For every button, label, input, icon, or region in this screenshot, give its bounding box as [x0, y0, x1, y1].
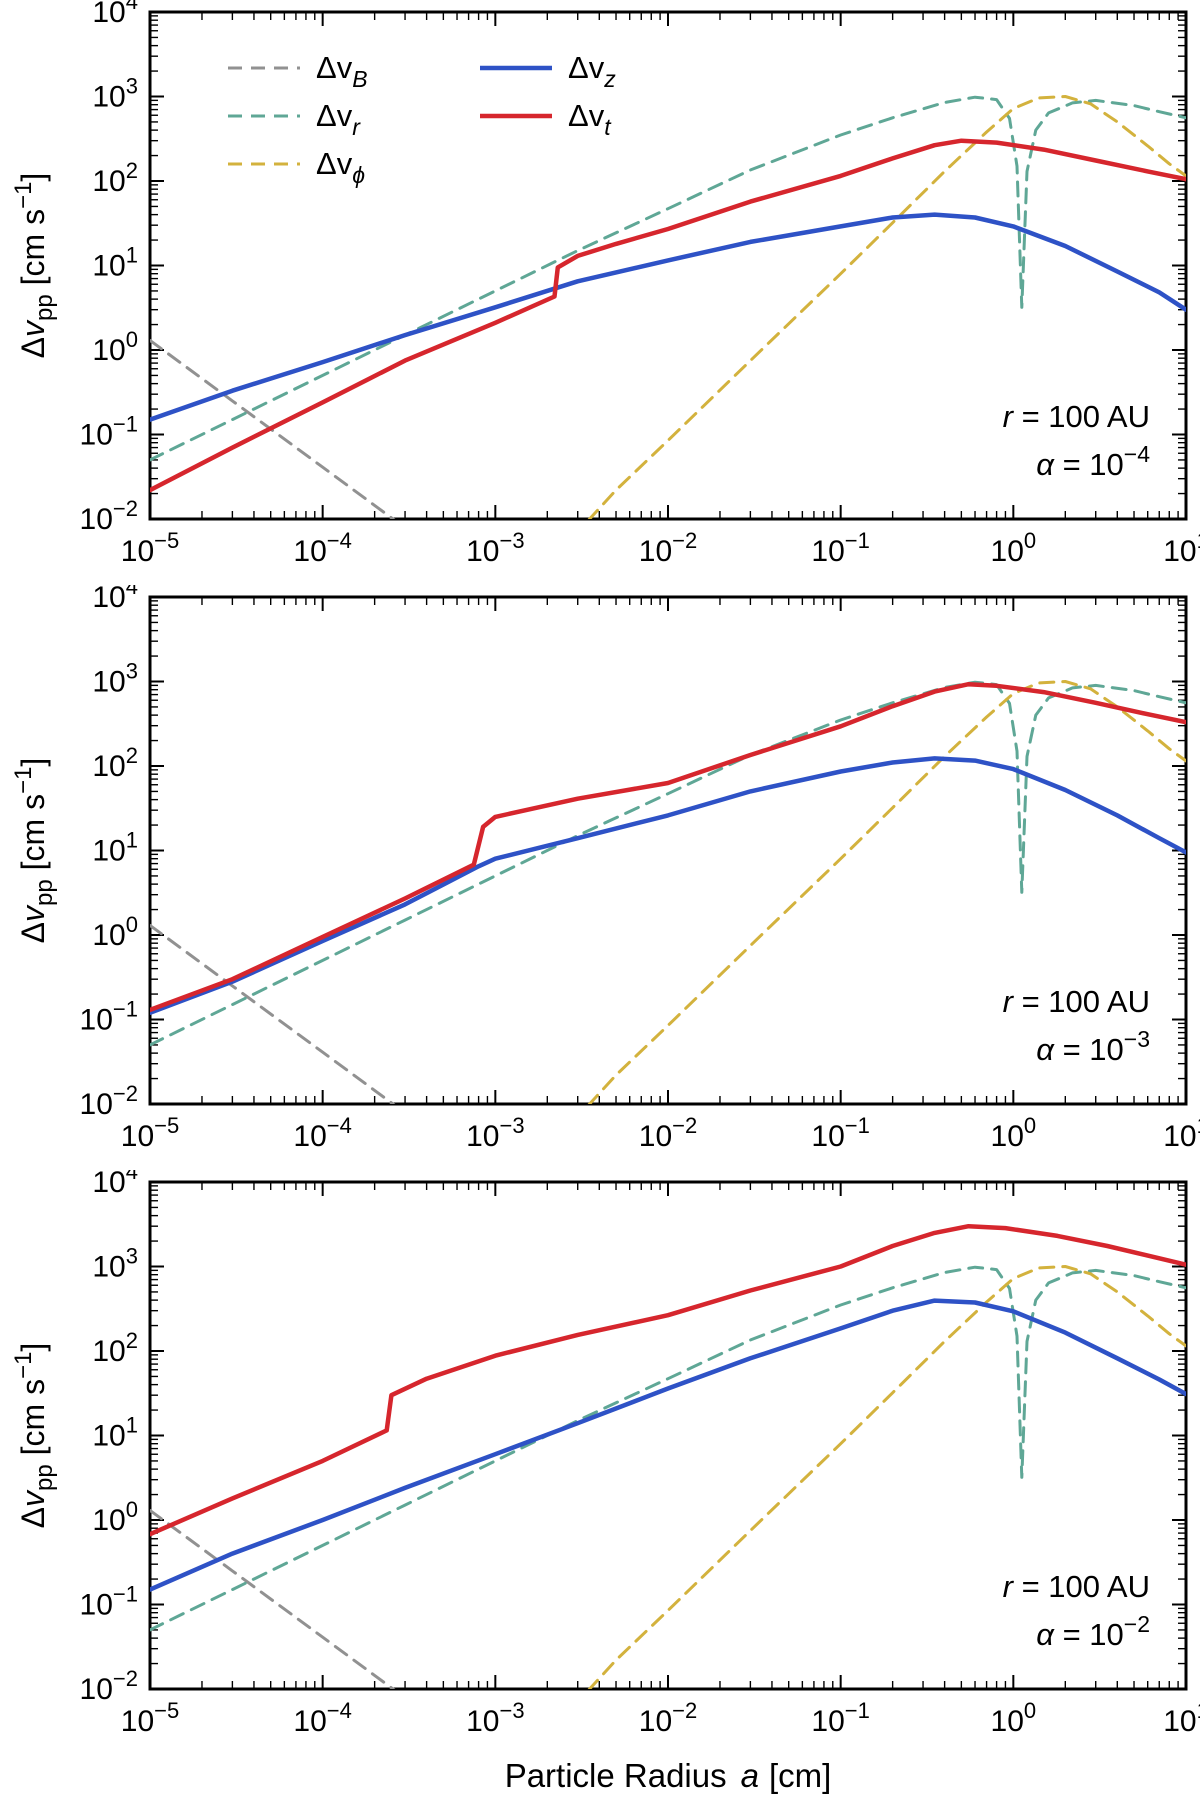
tick-label: 10−4 [293, 528, 351, 568]
tick-label: 101 [1163, 1113, 1200, 1153]
series-Δv_z [150, 756, 1186, 1016]
tick-label: 10−2 [639, 1698, 697, 1738]
series-Δv_B [150, 1508, 396, 1689]
series-Δv_t [150, 138, 1186, 493]
tick-label: 10−5 [121, 528, 179, 568]
y-axis-label: Δvpp [cm s−1] [10, 1343, 58, 1529]
tick-label: 10−2 [80, 1081, 138, 1121]
tick-label: 101 [1163, 528, 1200, 568]
x-axis-label: Particle Radius a [cm] [0, 1755, 1200, 1810]
tick-label: 10−1 [811, 1698, 869, 1738]
tick-label: 10−2 [639, 528, 697, 568]
major-ticks [149, 596, 1187, 1105]
major-ticks [149, 11, 1187, 520]
x-label-var: a [740, 1757, 759, 1794]
tick-label: 100 [92, 327, 138, 367]
tick-label: 100 [92, 912, 138, 952]
tick-label: 103 [92, 1244, 138, 1284]
series-Δv_B [150, 923, 396, 1104]
tick-label: 101 [92, 1413, 138, 1453]
minor-ticks [150, 597, 1186, 1104]
tick-label: 10−1 [811, 1113, 869, 1153]
tick-label: 104 [92, 1170, 138, 1199]
x-label-post: [cm] [768, 1757, 832, 1794]
series-group [150, 95, 1186, 519]
tick-label: 10−1 [80, 997, 138, 1037]
series-Δv_z [150, 1298, 1186, 1592]
chart-svg-3: 10−5 10−4 10−3 10−2 10−1 100 101 10−2 10−1 100 101… [10, 1170, 1200, 1738]
annotation-alpha: α = 10−2 [1036, 1611, 1150, 1652]
tick-label: 10−2 [80, 496, 138, 536]
tick-label: 100 [991, 528, 1037, 568]
plot-frame [148, 10, 1188, 521]
tick-label: 100 [991, 1698, 1037, 1738]
series-Δv_r [150, 1265, 1186, 1632]
tick-label: 10−4 [293, 1113, 351, 1153]
tick-label: 102 [92, 743, 138, 783]
tick-label: 103 [92, 74, 138, 114]
tick-label: 10−5 [121, 1698, 179, 1738]
series-Δv_z [150, 212, 1186, 422]
annotation-radius: r = 100 AU [1003, 1569, 1150, 1604]
legend: ΔvB Δvr Δvϕ Δvz Δvt [228, 50, 616, 188]
tick-label: 104 [92, 0, 138, 29]
tick-label: 101 [92, 243, 138, 283]
x-label-pre: Particle Radius [504, 1757, 727, 1794]
series-Δv_r [150, 680, 1186, 1047]
tick-label: 10−4 [293, 1698, 351, 1738]
tick-label: 100 [991, 1113, 1037, 1153]
tick-label: 102 [92, 1328, 138, 1368]
tick-label: 10−3 [466, 1698, 524, 1738]
series-Δv_t [150, 681, 1186, 1013]
series-Δv_r [150, 95, 1186, 462]
series-Δv_ϕ [587, 680, 1186, 1104]
legend-label-ϕ: Δvϕ [316, 146, 365, 188]
minor-ticks [150, 12, 1186, 519]
chart-panel-2: 10−5 10−4 10−3 10−2 10−1 100 101 10−2 10−1 100 101… [0, 585, 1200, 1170]
tick-label: 10−5 [121, 1113, 179, 1153]
series-Δv_B [150, 338, 396, 519]
legend-label-z: Δvz [568, 50, 616, 92]
tick-label: 10−1 [811, 528, 869, 568]
tick-label: 100 [92, 1497, 138, 1537]
annotation-radius: r = 100 AU [1003, 984, 1150, 1019]
tick-label: 102 [92, 158, 138, 198]
annotation-alpha: α = 10−3 [1036, 1026, 1150, 1067]
legend-label-t: Δvt [568, 98, 612, 140]
plot-frame [148, 595, 1188, 1106]
y-axis-label: Δvpp [cm s−1] [10, 173, 58, 359]
tick-label: 10−1 [80, 1582, 138, 1622]
series-Δv_ϕ [587, 1265, 1186, 1689]
tick-label: 103 [92, 659, 138, 699]
tick-label: 10−3 [466, 528, 524, 568]
tick-label: 104 [92, 585, 138, 614]
legend-label-r: Δvr [316, 98, 361, 140]
chart-svg-2: 10−5 10−4 10−3 10−2 10−1 100 101 10−2 10−1 100 101… [10, 585, 1200, 1153]
tick-label: 10−1 [80, 412, 138, 452]
chart-panel-3: 10−5 10−4 10−3 10−2 10−1 100 101 10−2 10−1 100 101… [0, 1170, 1200, 1755]
series-group [150, 1223, 1186, 1689]
series-group [150, 680, 1186, 1104]
minor-ticks [150, 1182, 1186, 1689]
tick-label: 101 [92, 828, 138, 868]
series-Δv_ϕ [587, 95, 1186, 519]
plot-frame [148, 1180, 1188, 1691]
legend-label-B: ΔvB [316, 50, 368, 92]
major-ticks [149, 1181, 1187, 1690]
series-Δv_t [150, 1223, 1186, 1537]
chart-svg-1: 10−5 10−4 10−3 10−2 10−1 100 101 10−2 10−1 100 101… [10, 0, 1200, 568]
chart-panel-1: 10−5 10−4 10−3 10−2 10−1 100 101 10−2 10−1 100 101… [0, 0, 1200, 585]
annotation-alpha: α = 10−4 [1036, 441, 1150, 482]
tick-label: 101 [1163, 1698, 1200, 1738]
tick-label: 10−3 [466, 1113, 524, 1153]
annotation-radius: r = 100 AU [1003, 399, 1150, 434]
tick-label: 10−2 [80, 1666, 138, 1706]
y-axis-label: Δvpp [cm s−1] [10, 758, 58, 944]
tick-label: 10−2 [639, 1113, 697, 1153]
